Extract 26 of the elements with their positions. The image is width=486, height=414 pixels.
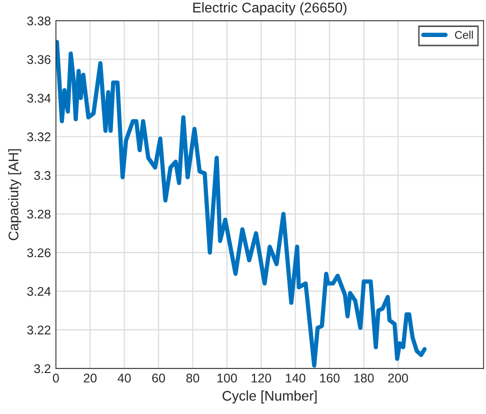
y-tick-label: 3.24	[27, 286, 51, 296]
y-tick-label: 3.34	[27, 94, 51, 103]
x-tick-label: 120	[252, 374, 272, 383]
y-tick-label: 3.38	[27, 16, 50, 26]
line-series	[56, 40, 427, 368]
y-tick-label: 3.32	[27, 132, 50, 142]
legend-label: Cell	[454, 30, 473, 39]
y-tick-label: 3.2	[34, 364, 50, 374]
x-axis-title: Cycle [Number]	[222, 390, 317, 404]
x-tick-label: 60	[152, 374, 165, 383]
chart-title: Electric Capacity (26650)	[193, 2, 346, 16]
x-tick-label: 20	[84, 374, 97, 383]
x-tick-label: 160	[320, 374, 340, 383]
x-tick-label: 40	[118, 374, 131, 383]
y-axis-title: Capaciuty [AH]	[8, 149, 22, 240]
x-tick-label: 0	[52, 374, 59, 383]
x-tick-label: 100	[217, 374, 237, 383]
x-tick-label: 200	[388, 374, 408, 383]
x-tick-label: 180	[354, 374, 374, 383]
y-tick-label: 3.26	[27, 248, 50, 258]
y-tick-label: 3.36	[27, 55, 50, 64]
x-tick-label: 80	[186, 374, 200, 383]
y-tick-label: 3.28	[27, 210, 50, 219]
y-tick-label: 3.22	[27, 326, 50, 334]
y-tick-label: 3.3	[34, 171, 50, 180]
x-tick-label: 140	[286, 374, 306, 383]
